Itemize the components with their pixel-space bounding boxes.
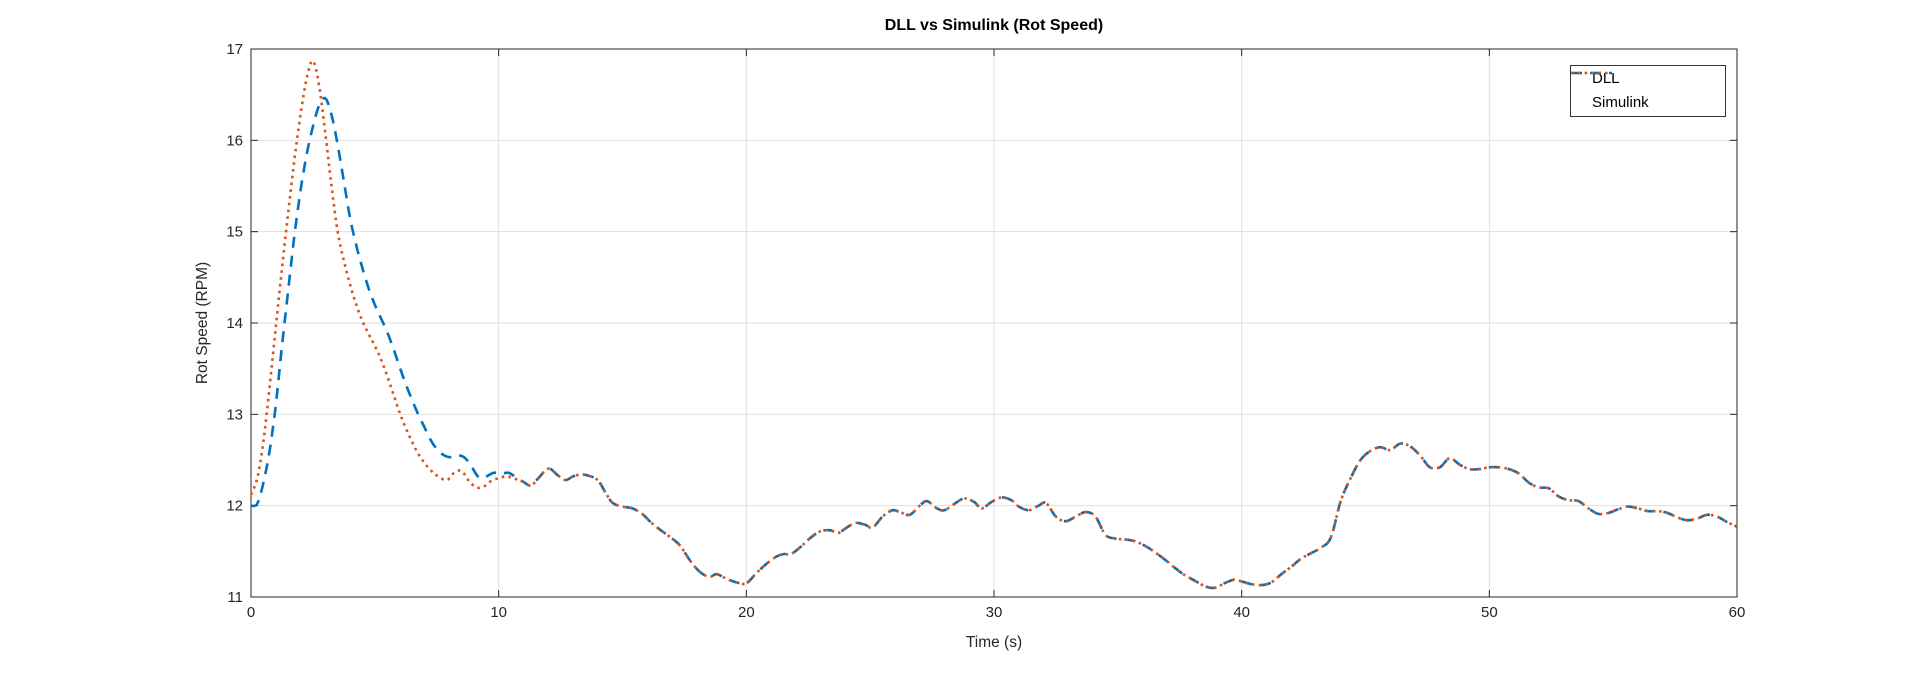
x-tick-label: 0 [247, 604, 255, 621]
legend-label-simulink: Simulink [1592, 94, 1649, 112]
y-tick-label: 16 [226, 132, 243, 149]
y-tick-label: 11 [227, 589, 243, 606]
y-tick-label: 15 [226, 224, 243, 241]
legend-item-simulink: Simulink [1571, 71, 1725, 115]
x-axis-label: Time (s) [965, 634, 1023, 651]
x-tick-label: 40 [1233, 604, 1250, 621]
y-tick-label: 14 [226, 315, 243, 332]
y-tick-label: 13 [226, 406, 243, 423]
x-tick-label: 10 [490, 604, 507, 621]
simulink-line-sample-icon [1571, 71, 1612, 75]
x-tick-label: 20 [738, 604, 755, 621]
y-axis-label: Rot Speed (RPM) [194, 261, 211, 385]
x-tick-label: 60 [1729, 604, 1746, 621]
legend-box: DLL Simulink [1570, 65, 1726, 117]
y-tick-label: 17 [226, 41, 243, 58]
x-tick-label: 30 [986, 604, 1003, 621]
chart-title: DLL vs Simulink (Rot Speed) [884, 17, 1104, 34]
x-tick-label: 50 [1481, 604, 1498, 621]
series-line-simulink [249, 59, 1738, 590]
legend-label-dll: DLL [1592, 69, 1620, 87]
y-tick-label: 12 [226, 498, 243, 515]
